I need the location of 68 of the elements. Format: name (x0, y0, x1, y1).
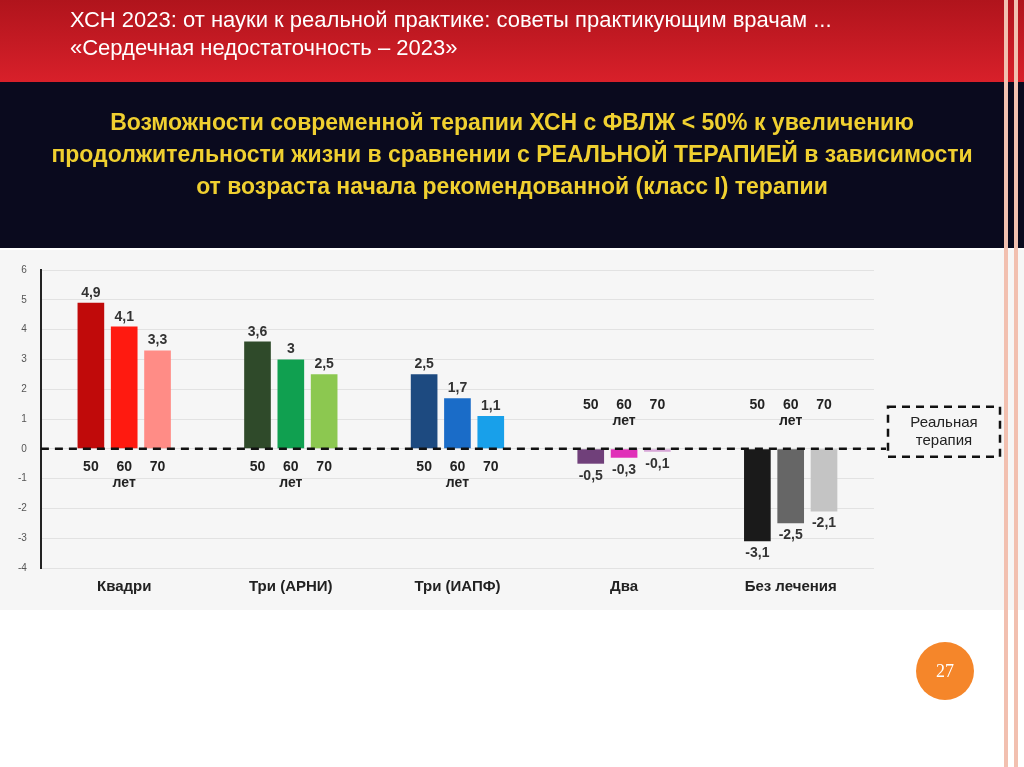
y-tick-label: 0 (21, 442, 28, 454)
series-label: 70 (149, 457, 166, 474)
bar (477, 416, 505, 449)
annotation: лет (612, 411, 636, 428)
x-tick-label: Три (АРНИ) (249, 577, 333, 595)
bar (610, 449, 638, 458)
bar (310, 374, 338, 449)
annotation: лет (279, 473, 303, 490)
bar (244, 341, 271, 449)
text: 70 (649, 395, 666, 412)
data-label: 4,1 (114, 307, 135, 324)
text: 50 (249, 457, 266, 474)
text: 50 (416, 457, 432, 474)
data-label: 3,6 (247, 322, 268, 339)
ref-line-label: Реальная терапия (910, 412, 978, 448)
y-tick-label: 6 (21, 263, 28, 275)
data-label: 4,9 (81, 283, 101, 300)
text: 70 (816, 395, 832, 412)
text: 60 (782, 395, 799, 412)
data-label: -0,1 (645, 454, 670, 471)
data-label: -2,1 (811, 514, 837, 531)
x-tick-label: Без лечения (744, 577, 837, 595)
bar (444, 398, 471, 449)
data-label: -0,3 (612, 460, 637, 477)
data-label: 1,7 (447, 379, 468, 396)
series-label: 60 (116, 457, 133, 474)
annotation: лет (779, 411, 803, 428)
y-tick-label: 1 (21, 412, 28, 424)
y-tick-label: 5 (21, 293, 28, 305)
text: 70 (316, 457, 332, 474)
y-tick-label: 2 (21, 382, 28, 394)
y-tick-label: -4 (17, 561, 28, 573)
data-label: 2,5 (414, 355, 435, 372)
bar (410, 374, 438, 449)
bar (277, 359, 305, 449)
bar (110, 326, 138, 449)
y-tick-label: -3 (17, 531, 28, 543)
text: 27 (916, 642, 974, 700)
text: 60 (449, 457, 466, 474)
data-label: 2,5 (314, 355, 335, 372)
data-label: 3,3 (147, 331, 168, 348)
text: 50 (749, 395, 766, 412)
annotation: лет (445, 473, 470, 490)
x-tick-label: Квадри (96, 577, 152, 595)
data-label: 3 (286, 340, 295, 357)
x-tick-label: Три (ИАПФ) (414, 577, 501, 595)
series-label: 50 (83, 457, 99, 474)
text: 60 (616, 395, 632, 412)
data-label: -2,5 (778, 526, 803, 543)
bar (777, 449, 805, 524)
y-tick-label: 4 (21, 323, 28, 335)
annotation: лет (112, 473, 136, 490)
y-tick-label: -2 (17, 502, 28, 514)
data-label: -3,1 (745, 544, 770, 561)
bar (77, 302, 105, 449)
y-tick-label: -1 (17, 472, 28, 484)
text: 70 (482, 457, 499, 474)
data-label: -0,5 (578, 466, 604, 483)
text: 60 (283, 457, 299, 474)
chart-title: Возможности современной терапии ХСН с ФВЛЖ < 50% к увеличению продолжительности жизни в сравнении с РЕАЛЬНОЙ ТЕРАПИЕЙ в зависимости от возраста начала рекомендованной (класс I) терапии (0, 82, 1024, 248)
y-tick-label: 3 (21, 353, 28, 365)
bar (810, 449, 838, 512)
text: 50 (582, 395, 599, 412)
x-tick-label: Два (610, 577, 639, 595)
bar (577, 449, 605, 464)
chart-subtitle: ХСН 2023: от науки к реальной практике: советы практикующим врачам ... «Сердечная недостаточность – 2023» (0, 0, 1024, 82)
bar (144, 350, 171, 449)
data-label: 1,1 (481, 397, 501, 414)
